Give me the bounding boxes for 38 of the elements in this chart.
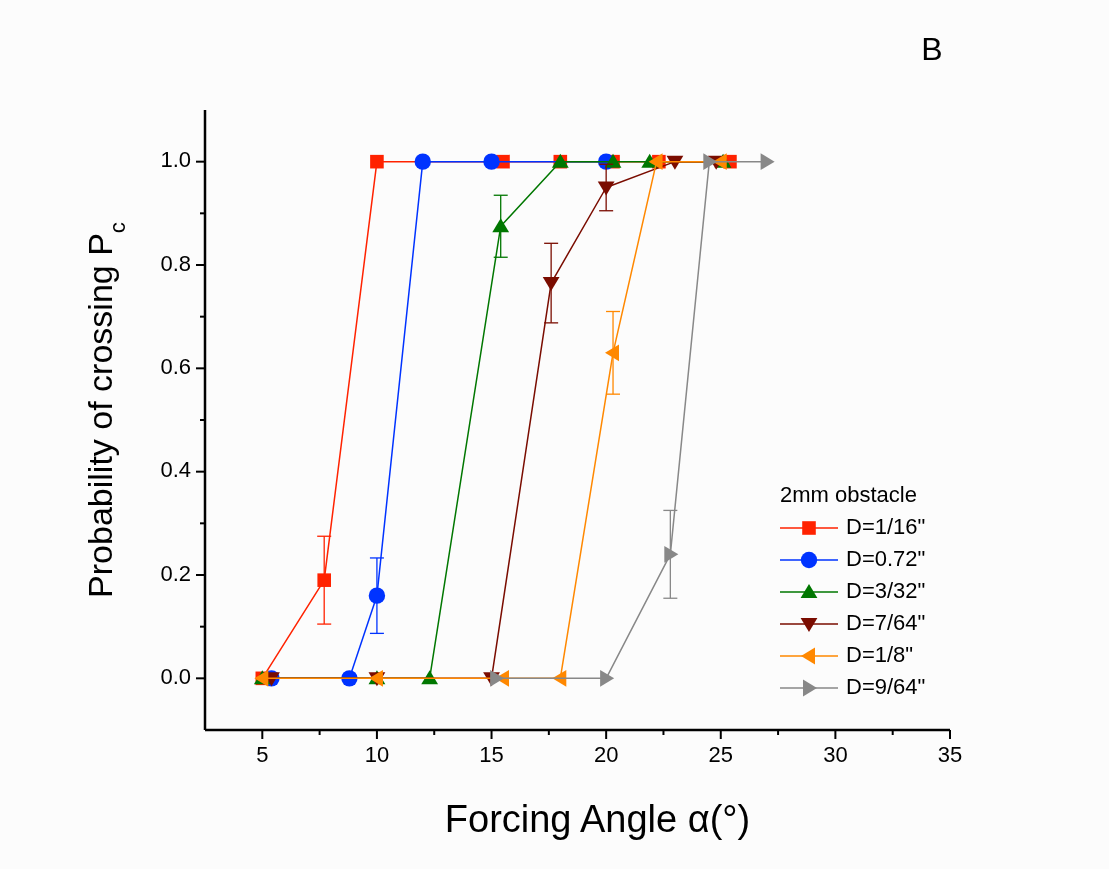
legend-title: 2mm obstacle [780, 481, 917, 507]
text: B [921, 31, 943, 67]
x-tick-label: 30 [823, 742, 848, 767]
point [368, 587, 386, 604]
point [341, 670, 358, 687]
legend-label: D=9/64" [846, 673, 926, 699]
x-tick-label: 20 [593, 742, 619, 767]
legend-label: D=1/16" [846, 513, 926, 539]
x-tick-label: 10 [364, 742, 390, 767]
y-tick-label: 0.4 [160, 457, 191, 483]
x-tick-label: 15 [479, 742, 504, 767]
point [542, 277, 560, 292]
point [370, 154, 384, 169]
point [317, 573, 331, 587]
legend-label: D=1/8" [846, 641, 914, 667]
x-tick-label: 35 [937, 742, 963, 767]
y-tick-label: 1.0 [160, 147, 191, 173]
point [414, 153, 431, 170]
legend-label: D=0.72" [846, 545, 926, 571]
point [664, 545, 679, 563]
point [490, 669, 505, 687]
x-axis-title: Forcing Angle α(°) [444, 798, 751, 840]
legend-label: D=7/64" [846, 609, 926, 635]
point [760, 153, 775, 171]
y-tick-label: 0.6 [160, 354, 191, 380]
point [648, 153, 663, 171]
y-tick-label: 0.0 [160, 664, 191, 690]
point [605, 344, 620, 362]
y-tick-label: 0.8 [160, 250, 191, 276]
point [703, 153, 718, 171]
x-tick-label: 25 [708, 742, 734, 767]
y-tick-label: 0.2 [160, 560, 191, 586]
point [600, 669, 615, 687]
x-tick-label: 5 [256, 742, 269, 767]
legend-label: D=3/32" [846, 577, 926, 603]
point [597, 181, 615, 196]
point [483, 153, 500, 170]
point [492, 218, 510, 233]
